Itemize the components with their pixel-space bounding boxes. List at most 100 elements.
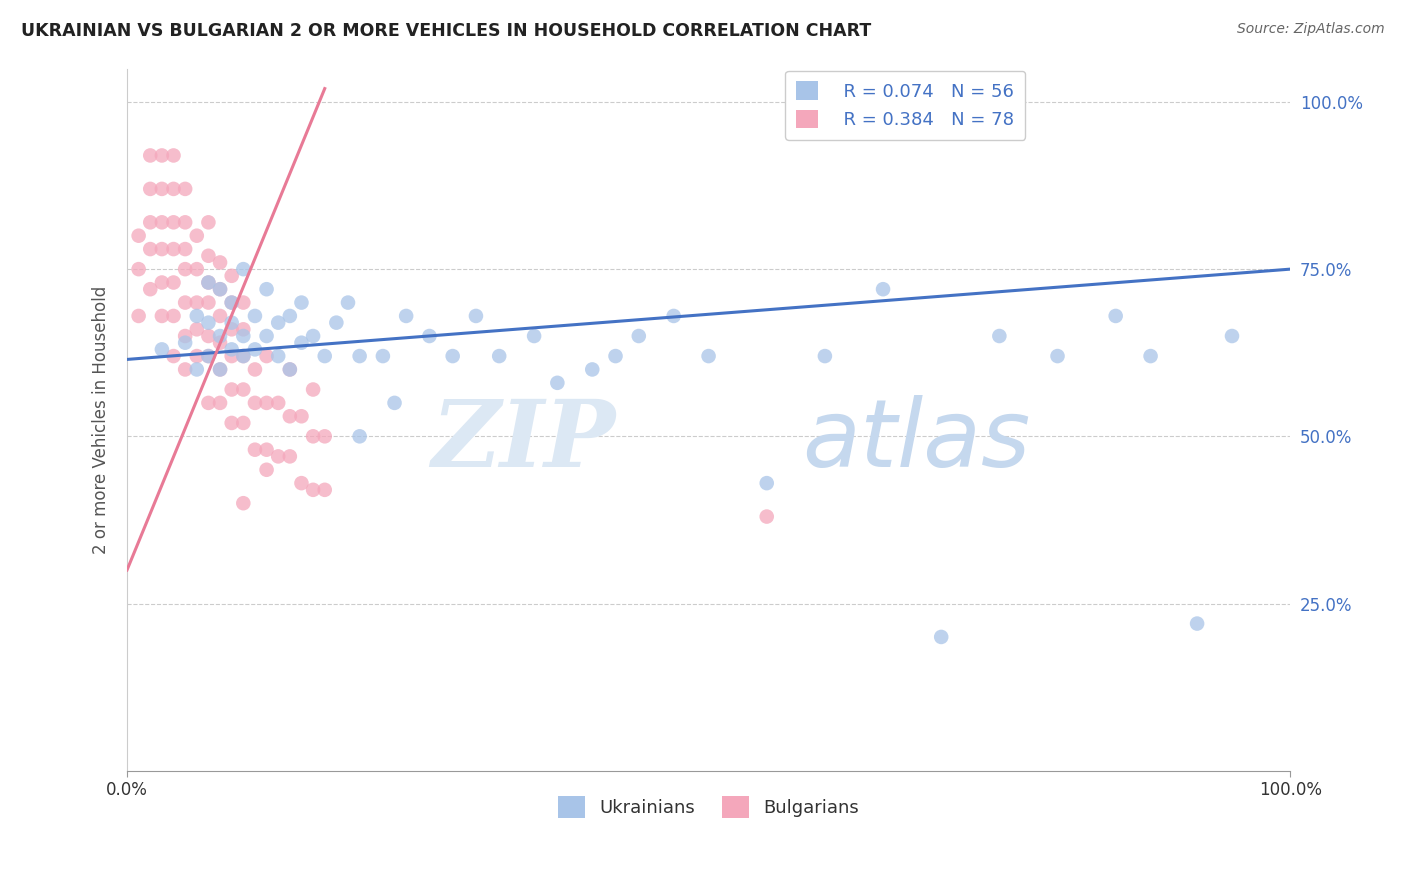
Point [546,376,568,390]
Point [162,215,184,229]
Point [418,329,440,343]
Point [1046,349,1069,363]
Point [209,335,232,350]
Point [174,335,197,350]
Point [395,309,418,323]
Point [139,282,162,296]
Point [325,316,347,330]
Point [139,215,162,229]
Point [314,429,336,443]
Point [197,316,219,330]
Point [232,383,254,397]
Point [256,282,278,296]
Point [174,262,197,277]
Point [221,343,243,357]
Point [302,483,325,497]
Point [278,362,301,376]
Point [371,349,394,363]
Point [278,362,301,376]
Point [197,329,219,343]
Point [1220,329,1243,343]
Point [162,309,184,323]
Point [267,450,290,464]
Point [162,148,184,162]
Point [290,295,312,310]
Point [221,295,243,310]
Point [441,349,464,363]
Point [1185,616,1208,631]
Point [662,309,685,323]
Point [988,329,1011,343]
Legend: Ukrainians, Bulgarians: Ukrainians, Bulgarians [551,789,866,825]
Point [197,295,219,310]
Point [243,396,266,410]
Point [139,148,162,162]
Point [186,262,208,277]
Point [221,295,243,310]
Point [627,329,650,343]
Point [232,262,254,277]
Point [186,295,208,310]
Point [197,349,219,363]
Point [209,282,232,296]
Point [150,148,173,162]
Point [256,463,278,477]
Point [814,349,837,363]
Point [197,396,219,410]
Point [221,349,243,363]
Point [243,442,266,457]
Point [488,349,510,363]
Point [349,349,371,363]
Point [186,309,208,323]
Point [139,242,162,256]
Point [186,322,208,336]
Point [150,215,173,229]
Point [256,349,278,363]
Point [278,309,301,323]
Point [186,362,208,376]
Point [929,630,952,644]
Point [278,409,301,424]
Point [186,228,208,243]
Point [755,509,778,524]
Point [232,329,254,343]
Point [256,442,278,457]
Point [150,242,173,256]
Point [150,182,173,196]
Point [314,349,336,363]
Point [162,182,184,196]
Y-axis label: 2 or more Vehicles in Household: 2 or more Vehicles in Household [93,285,110,554]
Point [186,349,208,363]
Point [278,450,301,464]
Point [872,282,894,296]
Point [267,316,290,330]
Point [256,396,278,410]
Point [209,255,232,269]
Point [209,329,232,343]
Point [162,276,184,290]
Point [243,362,266,376]
Point [174,242,197,256]
Point [290,335,312,350]
Point [174,362,197,376]
Point [1139,349,1161,363]
Point [174,182,197,196]
Point [221,322,243,336]
Point [139,182,162,196]
Point [197,276,219,290]
Point [174,215,197,229]
Point [302,429,325,443]
Point [197,349,219,363]
Point [162,349,184,363]
Point [162,242,184,256]
Point [209,282,232,296]
Point [256,329,278,343]
Point [384,396,406,410]
Point [605,349,627,363]
Point [232,349,254,363]
Text: Source: ZipAtlas.com: Source: ZipAtlas.com [1237,22,1385,37]
Point [290,476,312,491]
Point [197,276,219,290]
Point [128,309,150,323]
Point [197,249,219,263]
